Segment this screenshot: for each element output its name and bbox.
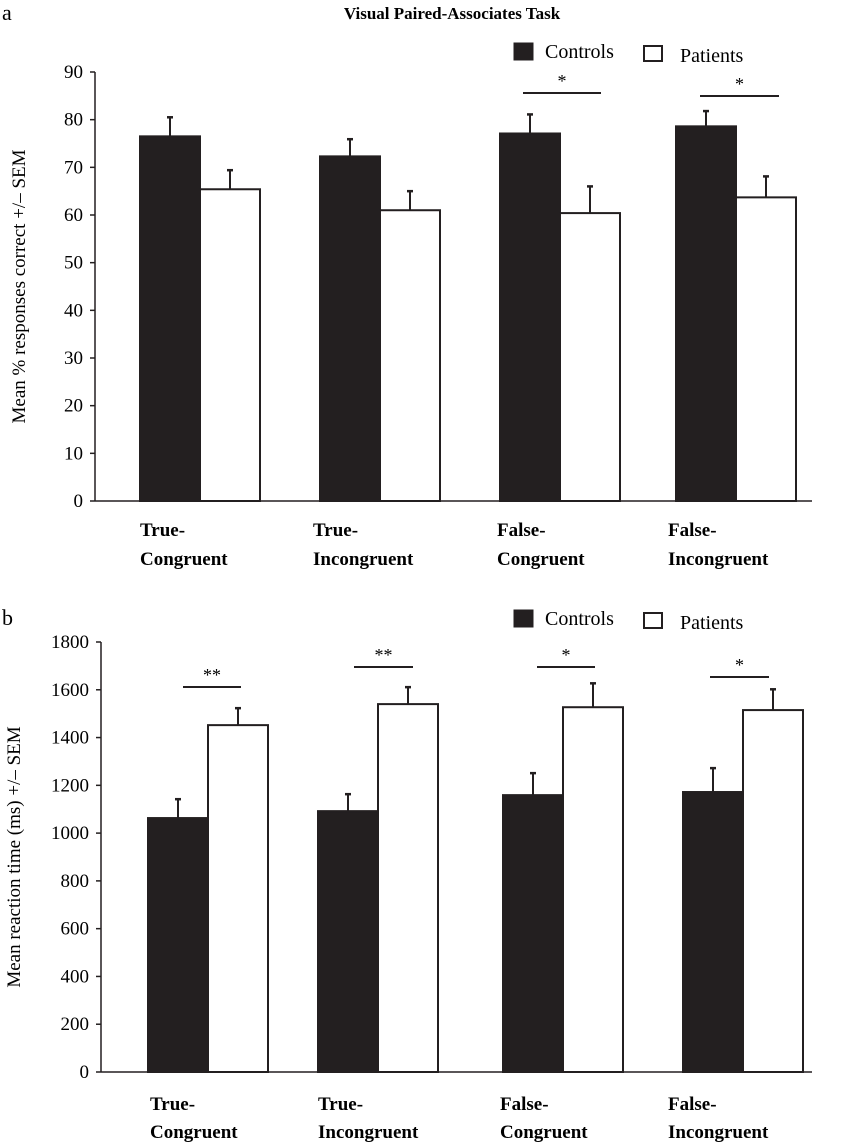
bar-controls: [675, 125, 737, 502]
x-category-label: Incongruent: [668, 1122, 769, 1143]
x-category-label: Congruent: [500, 1122, 588, 1143]
significance-marker: **: [203, 665, 221, 685]
y-tick-label: 90: [64, 62, 83, 83]
x-category-label: Incongruent: [313, 549, 414, 570]
y-tick-label: 0: [74, 491, 84, 512]
x-category-label: Incongruent: [318, 1122, 419, 1143]
x-category-label: False-: [497, 520, 546, 541]
bar-controls: [147, 817, 209, 1073]
chart-title: Visual Paired-Associates Task: [344, 4, 561, 23]
panel-label: b: [2, 605, 13, 630]
y-tick-label: 70: [64, 157, 83, 178]
bar-controls: [319, 155, 381, 502]
bar-controls: [317, 810, 379, 1074]
y-axis-label: Mean % responses correct +/– SEM: [9, 149, 30, 423]
panel-label: a: [2, 0, 12, 25]
y-tick-label: 50: [64, 253, 83, 274]
y-tick-label: 10: [64, 443, 83, 464]
y-tick-label: 1800: [51, 632, 89, 653]
bar-patients: [742, 709, 804, 1073]
x-category-label: False-: [500, 1094, 549, 1115]
significance-marker: *: [558, 71, 567, 91]
significance-marker: **: [375, 645, 393, 665]
y-tick-label: 800: [61, 871, 90, 892]
bar-patients: [199, 188, 261, 502]
significance-marker: *: [735, 655, 744, 675]
legend-swatch-patients: [643, 45, 663, 62]
bar-patients: [377, 703, 439, 1073]
legend-swatch-controls: [513, 609, 534, 628]
legend-label-controls: Controls: [545, 41, 614, 63]
x-category-label: True-: [140, 520, 185, 541]
y-tick-label: 600: [61, 919, 90, 940]
bar-patients: [562, 706, 624, 1073]
y-tick-label: 200: [61, 1014, 90, 1035]
x-category-label: Congruent: [140, 549, 228, 570]
bar-controls: [502, 794, 564, 1074]
bar-patients: [559, 212, 621, 503]
bar-controls: [499, 132, 561, 503]
y-tick-label: 40: [64, 300, 83, 321]
bar-controls: [139, 135, 201, 502]
y-tick-label: 60: [64, 205, 83, 226]
y-tick-label: 1000: [51, 823, 89, 844]
y-axis-label: Mean reaction time (ms) +/– SEM: [4, 726, 25, 987]
x-category-label: False-: [668, 520, 717, 541]
x-category-label: True-: [150, 1094, 195, 1115]
x-category-label: Congruent: [150, 1122, 238, 1143]
y-tick-label: 400: [61, 966, 90, 987]
significance-marker: *: [562, 645, 571, 665]
legend-label-patients: Patients: [680, 45, 744, 67]
x-category-label: True-: [313, 520, 358, 541]
y-tick-label: 80: [64, 110, 83, 131]
x-category-label: Incongruent: [668, 549, 769, 570]
legend-label-patients: Patients: [680, 612, 744, 634]
legend-swatch-patients: [643, 612, 663, 629]
y-tick-label: 1400: [51, 728, 89, 749]
bar-patients: [379, 209, 441, 502]
x-category-label: False-: [668, 1094, 717, 1115]
bar-controls: [682, 791, 744, 1073]
bar-patients: [207, 724, 269, 1074]
bar-patients: [735, 196, 797, 502]
y-tick-label: 1200: [51, 775, 89, 796]
legend-swatch-controls: [513, 42, 534, 61]
x-category-label: Congruent: [497, 549, 585, 570]
legend-label-controls: Controls: [545, 608, 614, 630]
significance-marker: *: [735, 74, 744, 94]
y-tick-label: 20: [64, 396, 83, 417]
y-tick-label: 30: [64, 348, 83, 369]
y-tick-label: 1600: [51, 680, 89, 701]
y-tick-label: 0: [80, 1062, 90, 1083]
x-category-label: True-: [318, 1094, 363, 1115]
